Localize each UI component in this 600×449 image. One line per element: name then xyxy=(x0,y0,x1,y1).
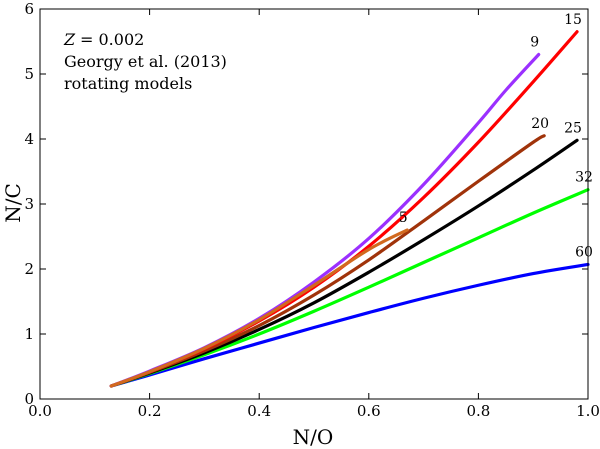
series-label-20: 20 xyxy=(531,116,549,132)
y-tick-label: 0 xyxy=(24,390,34,408)
x-tick-label: 0.0 xyxy=(28,402,52,420)
series-label-25: 25 xyxy=(564,120,582,136)
series-line-25 xyxy=(109,138,579,388)
series-label-32: 32 xyxy=(575,170,593,186)
series-label-9: 9 xyxy=(530,35,539,51)
x-tick-label: 0.4 xyxy=(247,402,271,420)
y-tick-label: 1 xyxy=(24,325,34,343)
y-tick-label: 3 xyxy=(24,195,34,213)
annotation-metallicity-var: Z xyxy=(63,30,76,49)
y-tick-label: 4 xyxy=(24,130,34,148)
series-label-60: 60 xyxy=(575,244,593,260)
series-label-5: 5 xyxy=(399,210,408,226)
y-axis-label: N/C xyxy=(1,183,25,223)
series-layer xyxy=(109,30,590,388)
tick-layer: 0.0 0.2 0.4 0.6 0.8 1.0 0 1 2 3 4 5 6 xyxy=(24,0,599,420)
series-line-5 xyxy=(109,228,409,388)
series-label-15: 15 xyxy=(564,12,582,28)
annotation-description: rotating models xyxy=(64,74,192,93)
x-tick-label: 1.0 xyxy=(576,402,600,420)
y-tick-label: 6 xyxy=(24,0,34,18)
series-line-60 xyxy=(109,262,590,388)
series-line-9 xyxy=(109,52,541,388)
series-line-20 xyxy=(109,134,546,388)
x-tick-label: 0.2 xyxy=(138,402,162,420)
y-tick-label: 5 xyxy=(24,65,34,83)
x-tick-label: 0.6 xyxy=(357,402,381,420)
annotation-reference: Georgy et al. (2013) xyxy=(64,52,227,71)
y-tick-label: 2 xyxy=(24,260,34,278)
x-tick-label: 0.8 xyxy=(466,402,490,420)
x-axis-label: N/O xyxy=(293,425,334,449)
annotation-metallicity-value: = 0.002 xyxy=(80,30,144,49)
